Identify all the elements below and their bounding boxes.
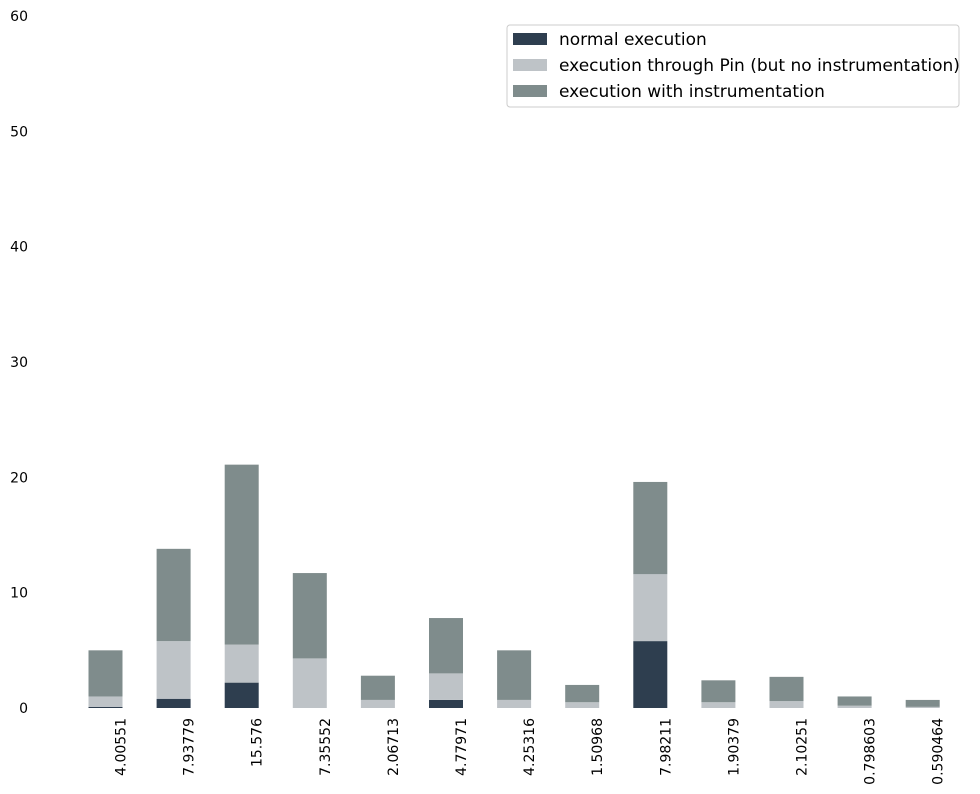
bar-segment-1 — [88, 706, 123, 708]
bar-segment-2 — [837, 705, 872, 708]
bar-segment-3 — [565, 684, 600, 703]
bar-segment-2 — [156, 641, 191, 699]
bar-segment-3 — [429, 618, 463, 674]
x-tick-label: 2.10251 — [795, 718, 811, 776]
bar-segment-3 — [224, 464, 259, 645]
bar-segment-2 — [360, 699, 395, 708]
bar-segment-2 — [429, 673, 463, 700]
bar-segment-2 — [565, 702, 600, 708]
y-tick-label: 10 — [10, 586, 28, 602]
legend-swatch — [513, 33, 547, 45]
x-tick-label: 4.77971 — [454, 718, 470, 776]
bar-segment-3 — [156, 548, 191, 642]
y-tick-label: 50 — [10, 124, 28, 140]
x-tick-label: 7.93779 — [182, 718, 198, 776]
bar-segment-2 — [497, 699, 532, 708]
bar-segment-3 — [769, 676, 804, 702]
bar-segment-2 — [88, 696, 123, 707]
x-tick-label: 15.576 — [250, 718, 266, 767]
legend-label: execution with instrumentation — [559, 82, 825, 102]
bar-segment-2 — [905, 706, 940, 708]
y-tick-label: 0 — [19, 701, 28, 717]
x-tick-label: 7.35552 — [318, 718, 334, 776]
y-tick-label: 30 — [10, 355, 28, 371]
bar-segment-3 — [360, 675, 395, 700]
bar-segment-1 — [224, 682, 259, 708]
x-tick-label: 2.06713 — [386, 718, 402, 776]
legend-swatch — [513, 85, 547, 97]
bar-segment-2 — [633, 574, 668, 642]
bar-segment-3 — [701, 680, 736, 703]
bar-segment-3 — [837, 696, 872, 706]
y-tick-label: 60 — [10, 9, 28, 25]
legend-label: execution through Pin (but no instrument… — [559, 56, 960, 76]
y-tick-label: 40 — [10, 240, 28, 256]
bar-segment-1 — [429, 699, 463, 708]
bars — [88, 464, 940, 708]
bar-segment-1 — [156, 698, 191, 708]
x-tick-label: 7.98211 — [658, 718, 674, 776]
x-axis: 4.00551 7.93779 15.576 7.35552 2.06713 4.7797… — [114, 718, 947, 785]
bar-segment-2 — [224, 644, 259, 683]
legend-label: normal execution — [559, 30, 707, 50]
legend: normal execution execution through Pin (b… — [506, 24, 960, 108]
bar-segment-1 — [633, 641, 668, 708]
bar-segment-3 — [88, 650, 123, 697]
bar-segment-3 — [292, 573, 327, 659]
x-tick-label: 1.90379 — [726, 718, 742, 776]
bar-segment-3 — [633, 481, 668, 575]
x-tick-label: 0.798603 — [863, 718, 879, 785]
bar-segment-3 — [497, 650, 532, 700]
y-axis: 0 10 20 30 40 50 60 — [10, 9, 28, 717]
x-tick-label: 4.00551 — [114, 718, 130, 776]
bar-segment-2 — [292, 658, 327, 708]
bar-segment-3 — [905, 699, 940, 707]
x-tick-label: 4.25316 — [522, 718, 538, 776]
bar-segment-2 — [701, 702, 736, 708]
bar-segment-2 — [769, 701, 804, 708]
y-tick-label: 20 — [10, 470, 28, 486]
legend-swatch — [513, 59, 547, 71]
x-tick-label: 1.50968 — [590, 718, 606, 776]
x-tick-label: 0.590464 — [931, 718, 947, 785]
legend-box — [506, 24, 960, 108]
